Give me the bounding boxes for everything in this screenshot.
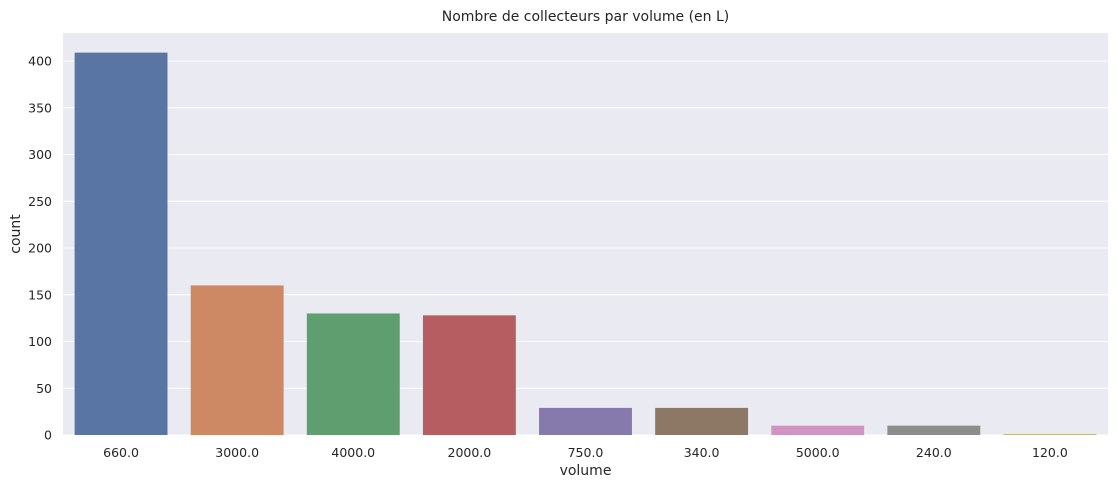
y-tick-label: 200 [28,241,52,256]
y-axis-label: count [8,214,24,254]
y-tick-label: 150 [28,287,52,302]
x-tick-label: 2000.0 [448,445,492,460]
bar-750.0 [539,407,632,435]
bars [74,52,1097,435]
bar-2000.0 [422,315,516,435]
x-axis-label: volume [560,463,612,479]
x-tick-label: 660.0 [103,445,139,460]
bar-4000.0 [306,313,400,435]
x-tick-label: 5000.0 [796,445,840,460]
bar-120.0 [1003,434,1097,435]
x-tick-label: 3000.0 [215,445,259,460]
bar-5000.0 [771,425,865,435]
x-tick-label: 750.0 [568,445,604,460]
x-tick-label: 240.0 [916,445,952,460]
bar-660.0 [74,52,168,435]
bar-3000.0 [190,285,284,435]
y-tick-label: 250 [28,194,52,209]
y-tick-label: 50 [36,381,52,396]
x-tick-label: 340.0 [684,445,720,460]
y-tick-label: 400 [28,54,52,69]
x-tick-label: 120.0 [1032,445,1068,460]
x-tick-labels: 660.0 3000.0 4000.0 2000.0 750.0 340.0 5000.0 2… [103,445,1068,460]
y-tick-label: 350 [28,100,52,115]
x-tick-label: 4000.0 [331,445,375,460]
y-tick-labels: 0 50 100 150 200 250 300 350 400 [28,54,52,443]
y-tick-label: 100 [28,334,52,349]
y-tick-label: 0 [44,428,52,443]
y-tick-label: 300 [28,147,52,162]
chart-title: Nombre de collecteurs par volume (en L) [442,9,730,25]
bar-240.0 [887,425,981,435]
bar-340.0 [655,407,749,435]
